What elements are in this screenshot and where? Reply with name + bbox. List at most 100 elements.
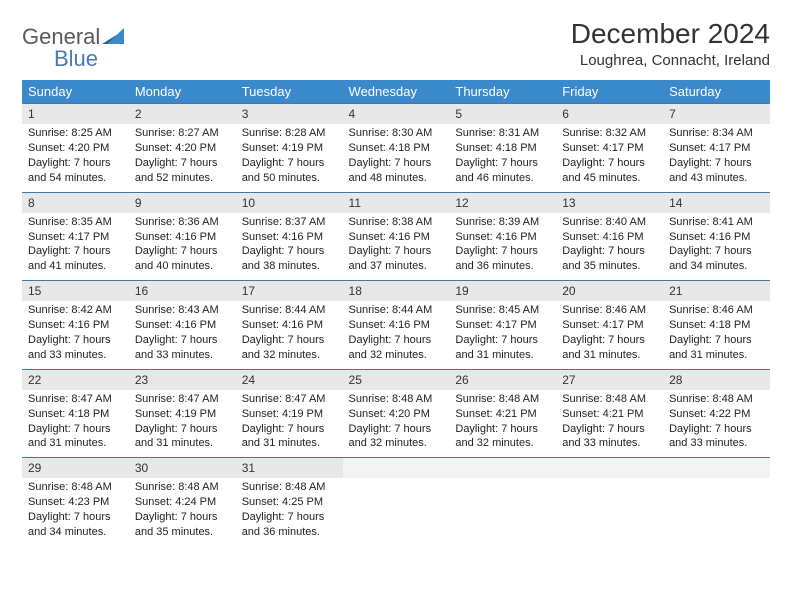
calendar-day-cell: 29Sunrise: 8:48 AMSunset: 4:23 PMDayligh… bbox=[22, 458, 129, 546]
day-details: Sunrise: 8:48 AMSunset: 4:24 PMDaylight:… bbox=[129, 478, 236, 545]
weekday-header: Monday bbox=[129, 80, 236, 104]
calendar-day-cell: 17Sunrise: 8:44 AMSunset: 4:16 PMDayligh… bbox=[236, 281, 343, 370]
day-number: 10 bbox=[236, 193, 343, 213]
day-number: 15 bbox=[22, 281, 129, 301]
day-details: Sunrise: 8:35 AMSunset: 4:17 PMDaylight:… bbox=[22, 213, 129, 280]
weekday-header: Tuesday bbox=[236, 80, 343, 104]
day-details: Sunrise: 8:48 AMSunset: 4:20 PMDaylight:… bbox=[343, 390, 450, 457]
day-details: Sunrise: 8:39 AMSunset: 4:16 PMDaylight:… bbox=[449, 213, 556, 280]
day-number: 7 bbox=[663, 104, 770, 124]
calendar-day-cell: 26Sunrise: 8:48 AMSunset: 4:21 PMDayligh… bbox=[449, 369, 556, 458]
day-details: Sunrise: 8:30 AMSunset: 4:18 PMDaylight:… bbox=[343, 124, 450, 191]
calendar-day-cell: 6Sunrise: 8:32 AMSunset: 4:17 PMDaylight… bbox=[556, 104, 663, 193]
day-number: 9 bbox=[129, 193, 236, 213]
calendar-day-cell: 30Sunrise: 8:48 AMSunset: 4:24 PMDayligh… bbox=[129, 458, 236, 546]
calendar-week-row: 8Sunrise: 8:35 AMSunset: 4:17 PMDaylight… bbox=[22, 192, 770, 281]
day-number bbox=[449, 458, 556, 478]
calendar-day-cell: 18Sunrise: 8:44 AMSunset: 4:16 PMDayligh… bbox=[343, 281, 450, 370]
logo: GeneralBlue bbox=[22, 18, 124, 72]
calendar-day-cell: 1Sunrise: 8:25 AMSunset: 4:20 PMDaylight… bbox=[22, 104, 129, 193]
calendar-day-cell: 14Sunrise: 8:41 AMSunset: 4:16 PMDayligh… bbox=[663, 192, 770, 281]
weekday-header-row: SundayMondayTuesdayWednesdayThursdayFrid… bbox=[22, 80, 770, 104]
day-number: 31 bbox=[236, 458, 343, 478]
calendar-day-cell bbox=[556, 458, 663, 546]
day-details: Sunrise: 8:47 AMSunset: 4:18 PMDaylight:… bbox=[22, 390, 129, 457]
day-details: Sunrise: 8:47 AMSunset: 4:19 PMDaylight:… bbox=[129, 390, 236, 457]
day-number: 8 bbox=[22, 193, 129, 213]
calendar-day-cell: 4Sunrise: 8:30 AMSunset: 4:18 PMDaylight… bbox=[343, 104, 450, 193]
day-details: Sunrise: 8:48 AMSunset: 4:21 PMDaylight:… bbox=[449, 390, 556, 457]
weekday-header: Saturday bbox=[663, 80, 770, 104]
calendar-day-cell: 2Sunrise: 8:27 AMSunset: 4:20 PMDaylight… bbox=[129, 104, 236, 193]
day-number: 4 bbox=[343, 104, 450, 124]
day-number: 24 bbox=[236, 370, 343, 390]
calendar-day-cell: 3Sunrise: 8:28 AMSunset: 4:19 PMDaylight… bbox=[236, 104, 343, 193]
calendar-day-cell: 12Sunrise: 8:39 AMSunset: 4:16 PMDayligh… bbox=[449, 192, 556, 281]
day-number: 30 bbox=[129, 458, 236, 478]
day-number: 17 bbox=[236, 281, 343, 301]
day-number: 29 bbox=[22, 458, 129, 478]
day-number: 23 bbox=[129, 370, 236, 390]
day-details: Sunrise: 8:43 AMSunset: 4:16 PMDaylight:… bbox=[129, 301, 236, 368]
calendar-week-row: 15Sunrise: 8:42 AMSunset: 4:16 PMDayligh… bbox=[22, 281, 770, 370]
day-details: Sunrise: 8:48 AMSunset: 4:22 PMDaylight:… bbox=[663, 390, 770, 457]
day-details: Sunrise: 8:37 AMSunset: 4:16 PMDaylight:… bbox=[236, 213, 343, 280]
day-details: Sunrise: 8:32 AMSunset: 4:17 PMDaylight:… bbox=[556, 124, 663, 191]
day-details: Sunrise: 8:46 AMSunset: 4:17 PMDaylight:… bbox=[556, 301, 663, 368]
day-number: 14 bbox=[663, 193, 770, 213]
day-details: Sunrise: 8:31 AMSunset: 4:18 PMDaylight:… bbox=[449, 124, 556, 191]
day-number: 22 bbox=[22, 370, 129, 390]
day-details: Sunrise: 8:46 AMSunset: 4:18 PMDaylight:… bbox=[663, 301, 770, 368]
weekday-header: Sunday bbox=[22, 80, 129, 104]
weekday-header: Thursday bbox=[449, 80, 556, 104]
day-number: 2 bbox=[129, 104, 236, 124]
day-details bbox=[556, 478, 663, 524]
calendar-day-cell: 25Sunrise: 8:48 AMSunset: 4:20 PMDayligh… bbox=[343, 369, 450, 458]
day-number: 27 bbox=[556, 370, 663, 390]
day-number: 3 bbox=[236, 104, 343, 124]
day-number bbox=[663, 458, 770, 478]
day-number: 25 bbox=[343, 370, 450, 390]
day-details: Sunrise: 8:48 AMSunset: 4:25 PMDaylight:… bbox=[236, 478, 343, 545]
day-details: Sunrise: 8:36 AMSunset: 4:16 PMDaylight:… bbox=[129, 213, 236, 280]
page-title: December 2024 bbox=[571, 18, 770, 50]
day-number bbox=[556, 458, 663, 478]
day-number: 26 bbox=[449, 370, 556, 390]
calendar-day-cell: 21Sunrise: 8:46 AMSunset: 4:18 PMDayligh… bbox=[663, 281, 770, 370]
weekday-header: Wednesday bbox=[343, 80, 450, 104]
day-number: 18 bbox=[343, 281, 450, 301]
calendar-day-cell: 5Sunrise: 8:31 AMSunset: 4:18 PMDaylight… bbox=[449, 104, 556, 193]
calendar-day-cell: 11Sunrise: 8:38 AMSunset: 4:16 PMDayligh… bbox=[343, 192, 450, 281]
calendar-day-cell: 9Sunrise: 8:36 AMSunset: 4:16 PMDaylight… bbox=[129, 192, 236, 281]
calendar-day-cell: 16Sunrise: 8:43 AMSunset: 4:16 PMDayligh… bbox=[129, 281, 236, 370]
day-details: Sunrise: 8:48 AMSunset: 4:23 PMDaylight:… bbox=[22, 478, 129, 545]
calendar-week-row: 1Sunrise: 8:25 AMSunset: 4:20 PMDaylight… bbox=[22, 104, 770, 193]
calendar-day-cell: 31Sunrise: 8:48 AMSunset: 4:25 PMDayligh… bbox=[236, 458, 343, 546]
day-number: 19 bbox=[449, 281, 556, 301]
day-details: Sunrise: 8:47 AMSunset: 4:19 PMDaylight:… bbox=[236, 390, 343, 457]
day-number: 5 bbox=[449, 104, 556, 124]
calendar-day-cell: 15Sunrise: 8:42 AMSunset: 4:16 PMDayligh… bbox=[22, 281, 129, 370]
day-details: Sunrise: 8:28 AMSunset: 4:19 PMDaylight:… bbox=[236, 124, 343, 191]
location-text: Loughrea, Connacht, Ireland bbox=[571, 52, 770, 69]
calendar-day-cell: 10Sunrise: 8:37 AMSunset: 4:16 PMDayligh… bbox=[236, 192, 343, 281]
calendar-day-cell bbox=[449, 458, 556, 546]
day-details: Sunrise: 8:45 AMSunset: 4:17 PMDaylight:… bbox=[449, 301, 556, 368]
calendar-day-cell: 19Sunrise: 8:45 AMSunset: 4:17 PMDayligh… bbox=[449, 281, 556, 370]
day-number: 28 bbox=[663, 370, 770, 390]
calendar-day-cell: 24Sunrise: 8:47 AMSunset: 4:19 PMDayligh… bbox=[236, 369, 343, 458]
day-details bbox=[343, 478, 450, 524]
calendar-day-cell: 27Sunrise: 8:48 AMSunset: 4:21 PMDayligh… bbox=[556, 369, 663, 458]
calendar-day-cell: 7Sunrise: 8:34 AMSunset: 4:17 PMDaylight… bbox=[663, 104, 770, 193]
day-number: 1 bbox=[22, 104, 129, 124]
calendar-day-cell bbox=[663, 458, 770, 546]
calendar-week-row: 22Sunrise: 8:47 AMSunset: 4:18 PMDayligh… bbox=[22, 369, 770, 458]
day-number bbox=[343, 458, 450, 478]
day-details: Sunrise: 8:38 AMSunset: 4:16 PMDaylight:… bbox=[343, 213, 450, 280]
day-details: Sunrise: 8:41 AMSunset: 4:16 PMDaylight:… bbox=[663, 213, 770, 280]
day-details: Sunrise: 8:34 AMSunset: 4:17 PMDaylight:… bbox=[663, 124, 770, 191]
day-details bbox=[663, 478, 770, 524]
day-number: 6 bbox=[556, 104, 663, 124]
header: GeneralBlue December 2024 Loughrea, Conn… bbox=[22, 18, 770, 72]
day-details: Sunrise: 8:44 AMSunset: 4:16 PMDaylight:… bbox=[236, 301, 343, 368]
